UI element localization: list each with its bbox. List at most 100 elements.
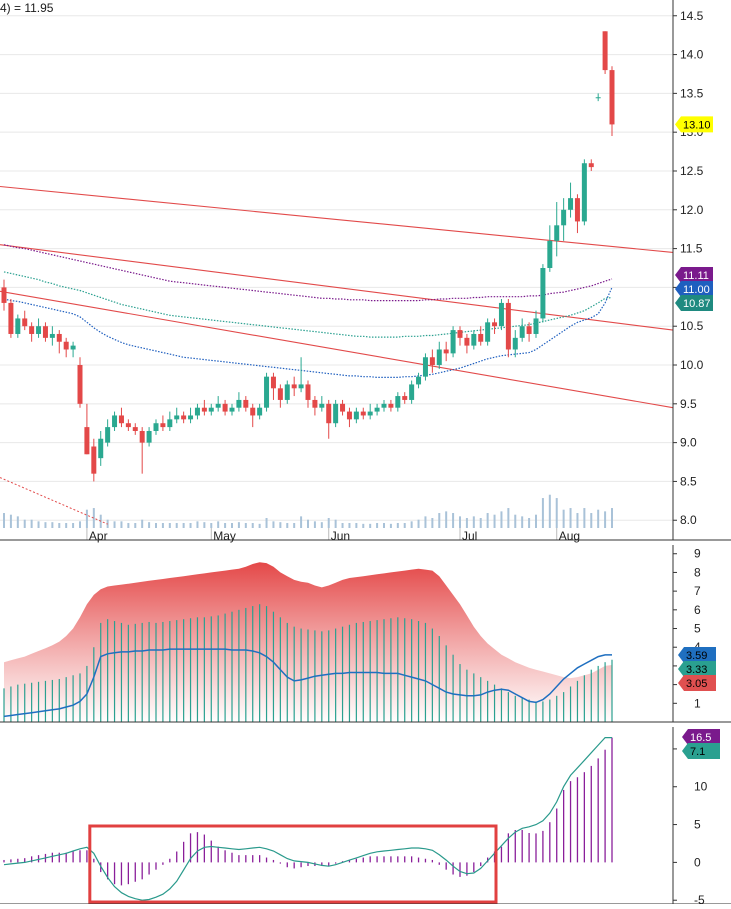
volume-bar bbox=[3, 513, 5, 528]
adx-badge-shape bbox=[678, 675, 716, 691]
candle-body bbox=[1, 287, 7, 303]
candle-body bbox=[485, 322, 491, 342]
volume-bar bbox=[604, 511, 607, 528]
adx-tick-label: 8 bbox=[694, 565, 701, 579]
volume-bar bbox=[348, 523, 351, 528]
volume-bar bbox=[590, 513, 593, 528]
volume-bar bbox=[445, 511, 448, 528]
adx-tick-label: 5 bbox=[694, 622, 701, 636]
price-badge: 13.10 bbox=[675, 116, 713, 133]
ma-badge-shape bbox=[675, 267, 713, 283]
volume-bar bbox=[548, 494, 551, 528]
highlight-box bbox=[88, 824, 498, 904]
candle-body bbox=[588, 163, 594, 168]
volume-bar bbox=[541, 498, 544, 528]
volume-bar bbox=[44, 522, 47, 528]
price-tick-label: 10.5 bbox=[680, 319, 704, 333]
candle-body bbox=[554, 225, 560, 241]
candle-body bbox=[118, 415, 124, 424]
volume-bar bbox=[417, 519, 420, 528]
macd-badge-shape bbox=[682, 729, 720, 745]
volume-bar bbox=[37, 521, 40, 528]
ma-purple-line bbox=[3, 244, 613, 302]
ma-badge: 10.87 bbox=[675, 295, 713, 311]
candle-body bbox=[194, 407, 200, 416]
ma-badge: 11.11 bbox=[675, 267, 713, 283]
candle-body bbox=[208, 407, 214, 412]
candle-body bbox=[360, 411, 366, 416]
adx-badge-text: 3.33 bbox=[686, 664, 707, 676]
month-label: Apr bbox=[89, 529, 108, 543]
candle-body bbox=[298, 384, 304, 389]
candle-body bbox=[132, 427, 138, 431]
volume-bar bbox=[569, 508, 572, 528]
candle-body bbox=[29, 326, 35, 334]
adx-badge-text: 3.59 bbox=[686, 650, 707, 662]
volume-bar bbox=[514, 514, 517, 528]
adx-badge-text: 3.05 bbox=[686, 678, 707, 690]
candle-body bbox=[222, 403, 228, 412]
candle-body bbox=[457, 330, 463, 338]
volume-bar bbox=[161, 523, 164, 528]
candle-body bbox=[340, 403, 346, 412]
macd-badge-shape bbox=[682, 743, 720, 759]
adx-badge: 3.33 bbox=[678, 661, 716, 677]
volume-bar bbox=[148, 522, 151, 528]
ma-badge-shape bbox=[675, 281, 713, 297]
candle-body bbox=[15, 318, 21, 334]
price-tick-label: 9.5 bbox=[680, 397, 697, 411]
candle-body bbox=[77, 365, 83, 404]
volume-bar bbox=[383, 523, 385, 528]
macd-tick-label: 5 bbox=[694, 818, 701, 832]
volume-bar bbox=[507, 508, 510, 528]
candle-body bbox=[568, 198, 574, 210]
volume-bar bbox=[334, 519, 337, 528]
month-label: Aug bbox=[559, 529, 580, 543]
volume-bar bbox=[286, 523, 289, 528]
trend-line-dashed bbox=[0, 477, 108, 525]
price-tick-label: 12.0 bbox=[680, 203, 704, 217]
candle-body bbox=[595, 97, 601, 99]
ma-badge-shape bbox=[675, 295, 713, 311]
volume-bar bbox=[113, 521, 116, 528]
adx-tick-label: 1 bbox=[694, 696, 701, 710]
volume-bar bbox=[389, 523, 392, 528]
price-badge-shape bbox=[675, 116, 713, 133]
volume-bar bbox=[182, 523, 185, 528]
trend-line bbox=[0, 244, 674, 331]
candle-body bbox=[243, 399, 249, 408]
candle-body bbox=[492, 322, 498, 327]
candle-body bbox=[181, 415, 187, 420]
volume-bar bbox=[85, 509, 88, 528]
candle-body bbox=[416, 376, 422, 385]
volume-bar bbox=[175, 523, 178, 528]
candle-body bbox=[443, 349, 449, 354]
candle-body bbox=[284, 384, 290, 400]
volume-bar bbox=[224, 523, 227, 528]
candle-body bbox=[547, 240, 553, 268]
candle-body bbox=[49, 333, 55, 338]
candle-body bbox=[388, 403, 394, 408]
macd-signal-line bbox=[3, 736, 612, 901]
volume-bar bbox=[403, 523, 406, 528]
candle-body bbox=[436, 349, 442, 366]
volume-bar bbox=[237, 522, 240, 528]
candle-body bbox=[519, 326, 525, 338]
adx-tick-label: 7 bbox=[694, 584, 701, 598]
ma-badge: 11.00 bbox=[675, 281, 713, 297]
candle-body bbox=[346, 411, 352, 420]
volume-bar bbox=[217, 521, 220, 528]
header-study-label: 4) = 11.95 bbox=[0, 1, 54, 15]
volume-bar bbox=[141, 519, 144, 528]
candle-body bbox=[153, 423, 159, 431]
candle-body bbox=[98, 438, 104, 459]
volume-bar bbox=[65, 523, 68, 528]
candle-body bbox=[84, 427, 90, 455]
volume-bar bbox=[92, 508, 95, 528]
candle-body bbox=[333, 403, 339, 424]
candle-body bbox=[236, 399, 242, 408]
volume-bar bbox=[79, 521, 81, 528]
ma-badge-text: 10.87 bbox=[683, 298, 711, 310]
price-tick-label: 14.0 bbox=[680, 48, 704, 62]
